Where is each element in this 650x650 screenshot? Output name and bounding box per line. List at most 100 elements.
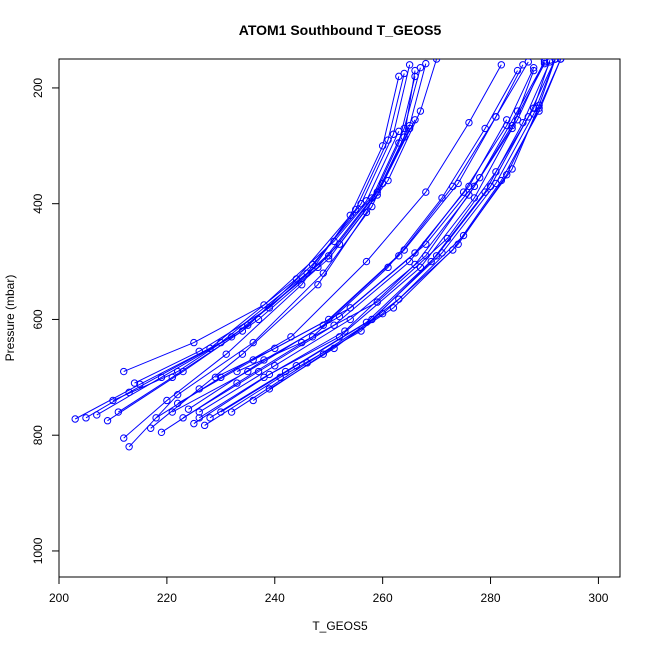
data-point [497,61,506,69]
x-axis-label: T_GEOS5 [312,619,368,633]
data-point [540,59,549,66]
data-point [416,263,425,272]
data-point [470,182,479,191]
data-point [249,338,257,347]
series-layer [71,59,565,451]
data-point [163,396,171,405]
data-point [281,367,290,376]
data-point [238,350,247,358]
series-line-28 [269,59,556,390]
data-point [459,231,468,240]
series-line-10 [107,128,411,422]
x-tick-label: 260 [373,591,393,605]
data-point [476,173,484,182]
data-point [389,304,398,312]
data-point [454,179,462,188]
data-point [254,315,263,324]
data-point [519,61,527,69]
chart-title: ATOM1 Southbound T_GEOS5 [239,22,442,38]
data-point [184,405,193,413]
data-point [432,59,441,63]
series-line-7 [128,70,416,448]
data-point [222,350,230,358]
data-point [173,399,182,408]
data-point [120,367,128,376]
data-point [411,72,419,81]
series-line-2 [85,73,405,419]
data-point [492,168,500,176]
data-point [125,443,133,451]
data-point [395,295,403,303]
data-point [416,107,425,115]
y-tick-label: 800 [31,425,45,445]
data-point [411,66,419,75]
series-line-20 [220,59,556,413]
series-line-8 [123,119,416,372]
data-point [103,417,112,425]
data-point [508,165,516,173]
data-point [405,124,414,133]
data-point [443,234,452,243]
data-point [330,321,338,329]
series-line-17 [199,59,545,413]
data-point [513,66,522,75]
data-point [93,411,101,419]
data-point [147,424,155,432]
data-point [346,304,354,312]
data-point [227,333,236,341]
series-line-26 [215,61,545,378]
x-tick-label: 280 [481,591,501,605]
data-point [325,254,333,263]
data-point [346,211,354,219]
data-point [335,240,344,248]
data-point [271,362,279,370]
y-tick-label: 1000 [31,537,45,564]
x-tick-label: 220 [157,591,177,605]
data-point [173,390,182,399]
data-point [254,367,263,376]
data-point [109,396,117,405]
data-point [362,197,371,205]
data-point [335,333,344,341]
series-line-25 [199,70,535,419]
x-tick-label: 200 [49,591,69,605]
data-point [206,414,214,422]
data-point [82,414,90,422]
series-line-15 [182,67,535,419]
data-point [195,347,203,355]
plot-frame [58,58,621,578]
data-point [535,101,543,110]
data-point [260,356,268,364]
data-point [508,124,516,133]
data-point [190,419,198,428]
data-point [378,142,387,150]
data-point [152,414,160,422]
series-line-4 [112,63,427,401]
data-point [233,367,241,376]
data-point [238,327,247,335]
y-tick-label: 400 [31,193,45,213]
data-point [395,252,403,260]
series-line-16 [193,63,545,425]
series-line-27 [236,60,551,372]
data-point [179,414,187,422]
data-point [503,171,511,179]
data-point [292,362,301,370]
data-point [271,344,279,353]
data-point [411,249,419,257]
series-line-11 [150,76,416,429]
data-point [265,385,274,393]
data-point [260,373,268,382]
data-point [465,118,473,127]
data-point [168,373,176,382]
data-point [195,414,203,422]
data-point [513,107,522,115]
data-point [200,421,209,430]
data-point [211,373,220,382]
x-tick-label: 300 [588,591,608,605]
data-point [400,246,408,254]
data-point [217,408,225,416]
series-line-19 [209,59,556,419]
data-point [179,367,187,376]
